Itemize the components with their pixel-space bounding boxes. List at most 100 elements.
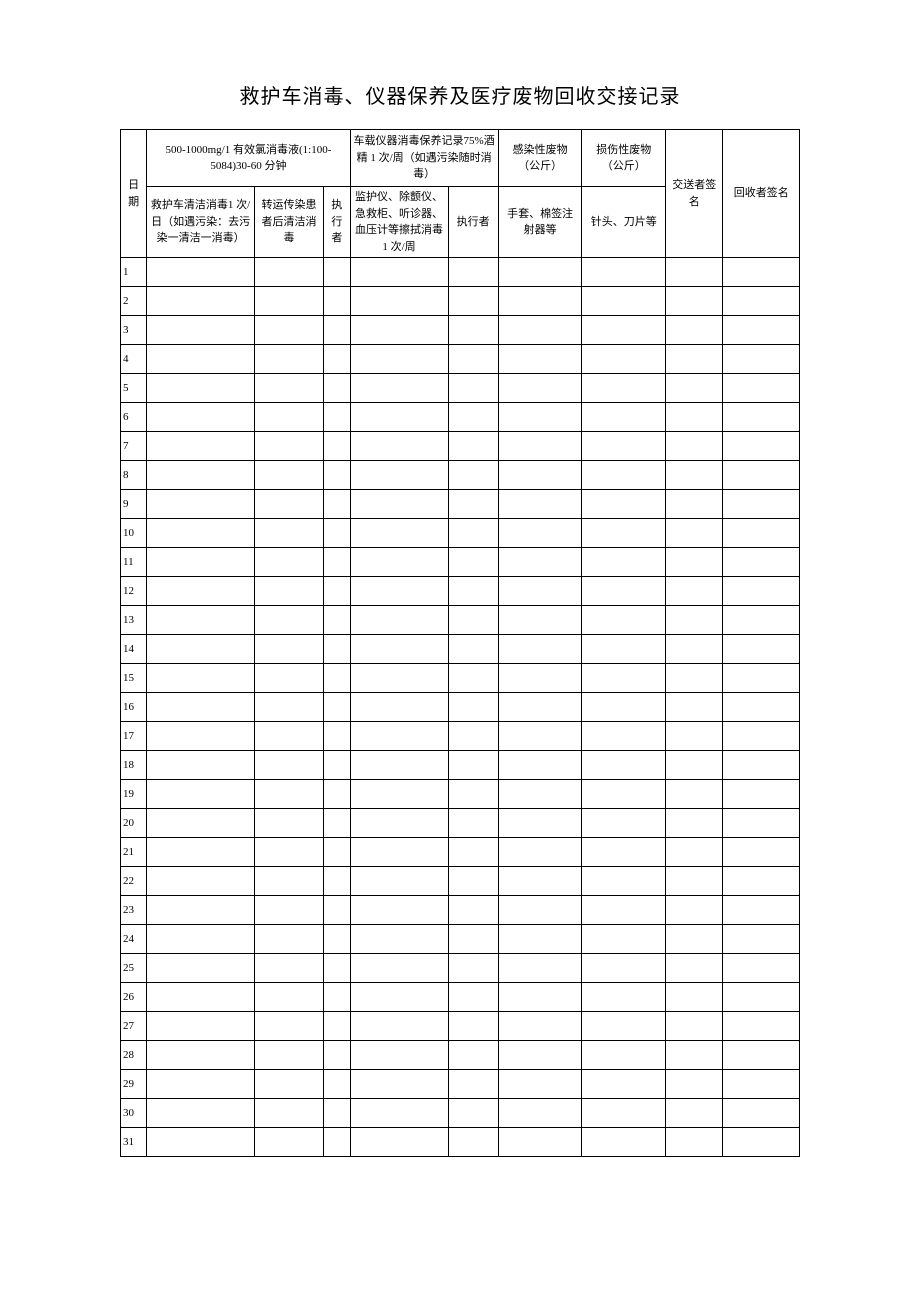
empty-cell [666,983,723,1012]
empty-cell [147,1012,255,1041]
empty-cell [350,490,448,519]
page-title: 救护车消毒、仪器保养及医疗废物回收交接记录 [120,80,800,109]
empty-cell [254,258,323,287]
empty-cell [723,983,800,1012]
empty-cell [723,1012,800,1041]
empty-cell [723,664,800,693]
document-page: 救护车消毒、仪器保养及医疗废物回收交接记录 日期 500-1000mg/1 有效… [0,0,920,1197]
empty-cell [324,896,350,925]
empty-cell [498,461,582,490]
empty-cell [448,461,498,490]
empty-cell [666,809,723,838]
empty-cell [324,925,350,954]
date-cell: 30 [121,1099,147,1128]
table-row: 29 [121,1070,800,1099]
empty-cell [723,548,800,577]
empty-cell [448,519,498,548]
table-row: 26 [121,983,800,1012]
empty-cell [254,809,323,838]
empty-cell [666,519,723,548]
empty-cell [147,722,255,751]
empty-cell [498,1070,582,1099]
empty-cell [582,1012,666,1041]
empty-cell [666,374,723,403]
empty-cell [448,548,498,577]
empty-cell [582,635,666,664]
date-cell: 16 [121,693,147,722]
empty-cell [448,606,498,635]
empty-cell [147,809,255,838]
empty-cell [324,345,350,374]
date-cell: 23 [121,896,147,925]
empty-cell [723,838,800,867]
empty-cell [448,577,498,606]
date-cell: 13 [121,606,147,635]
header-ambulance-clean: 救护车清洁消毒1 次/日（如遇污染：去污染一清洁一消毒） [147,187,255,258]
date-cell: 4 [121,345,147,374]
empty-cell [723,925,800,954]
table-row: 18 [121,751,800,780]
empty-cell [324,519,350,548]
date-cell: 18 [121,751,147,780]
empty-cell [448,722,498,751]
empty-cell [324,374,350,403]
empty-cell [498,606,582,635]
table-row: 20 [121,809,800,838]
empty-cell [147,780,255,809]
empty-cell [582,693,666,722]
empty-cell [324,867,350,896]
empty-cell [666,1099,723,1128]
header-transfer-clean: 转运传染患者后清洁消毒 [254,187,323,258]
empty-cell [324,693,350,722]
empty-cell [582,1041,666,1070]
empty-cell [666,896,723,925]
date-cell: 17 [121,722,147,751]
empty-cell [350,664,448,693]
empty-cell [666,838,723,867]
empty-cell [448,809,498,838]
empty-cell [350,867,448,896]
empty-cell [723,954,800,983]
empty-cell [147,1128,255,1157]
empty-cell [350,693,448,722]
empty-cell [723,287,800,316]
empty-cell [254,983,323,1012]
empty-cell [582,519,666,548]
date-cell: 24 [121,925,147,954]
empty-cell [448,896,498,925]
empty-cell [350,1041,448,1070]
empty-cell [254,374,323,403]
empty-cell [254,432,323,461]
empty-cell [723,490,800,519]
empty-cell [498,1128,582,1157]
empty-cell [666,403,723,432]
empty-cell [666,461,723,490]
empty-cell [254,606,323,635]
empty-cell [324,664,350,693]
empty-cell [448,1012,498,1041]
empty-cell [666,635,723,664]
empty-cell [582,838,666,867]
empty-cell [324,1099,350,1128]
empty-cell [147,867,255,896]
empty-cell [582,1070,666,1099]
empty-cell [666,751,723,780]
empty-cell [448,1128,498,1157]
date-cell: 5 [121,374,147,403]
empty-cell [498,722,582,751]
empty-cell [582,867,666,896]
empty-cell [582,606,666,635]
empty-cell [582,983,666,1012]
empty-cell [350,548,448,577]
empty-cell [582,461,666,490]
empty-cell [582,722,666,751]
empty-cell [324,954,350,983]
empty-cell [448,432,498,461]
empty-cell [350,432,448,461]
empty-cell [498,548,582,577]
table-row: 17 [121,722,800,751]
table-row: 27 [121,1012,800,1041]
header-sender: 交送者签名 [666,130,723,258]
empty-cell [666,780,723,809]
table-row: 9 [121,490,800,519]
